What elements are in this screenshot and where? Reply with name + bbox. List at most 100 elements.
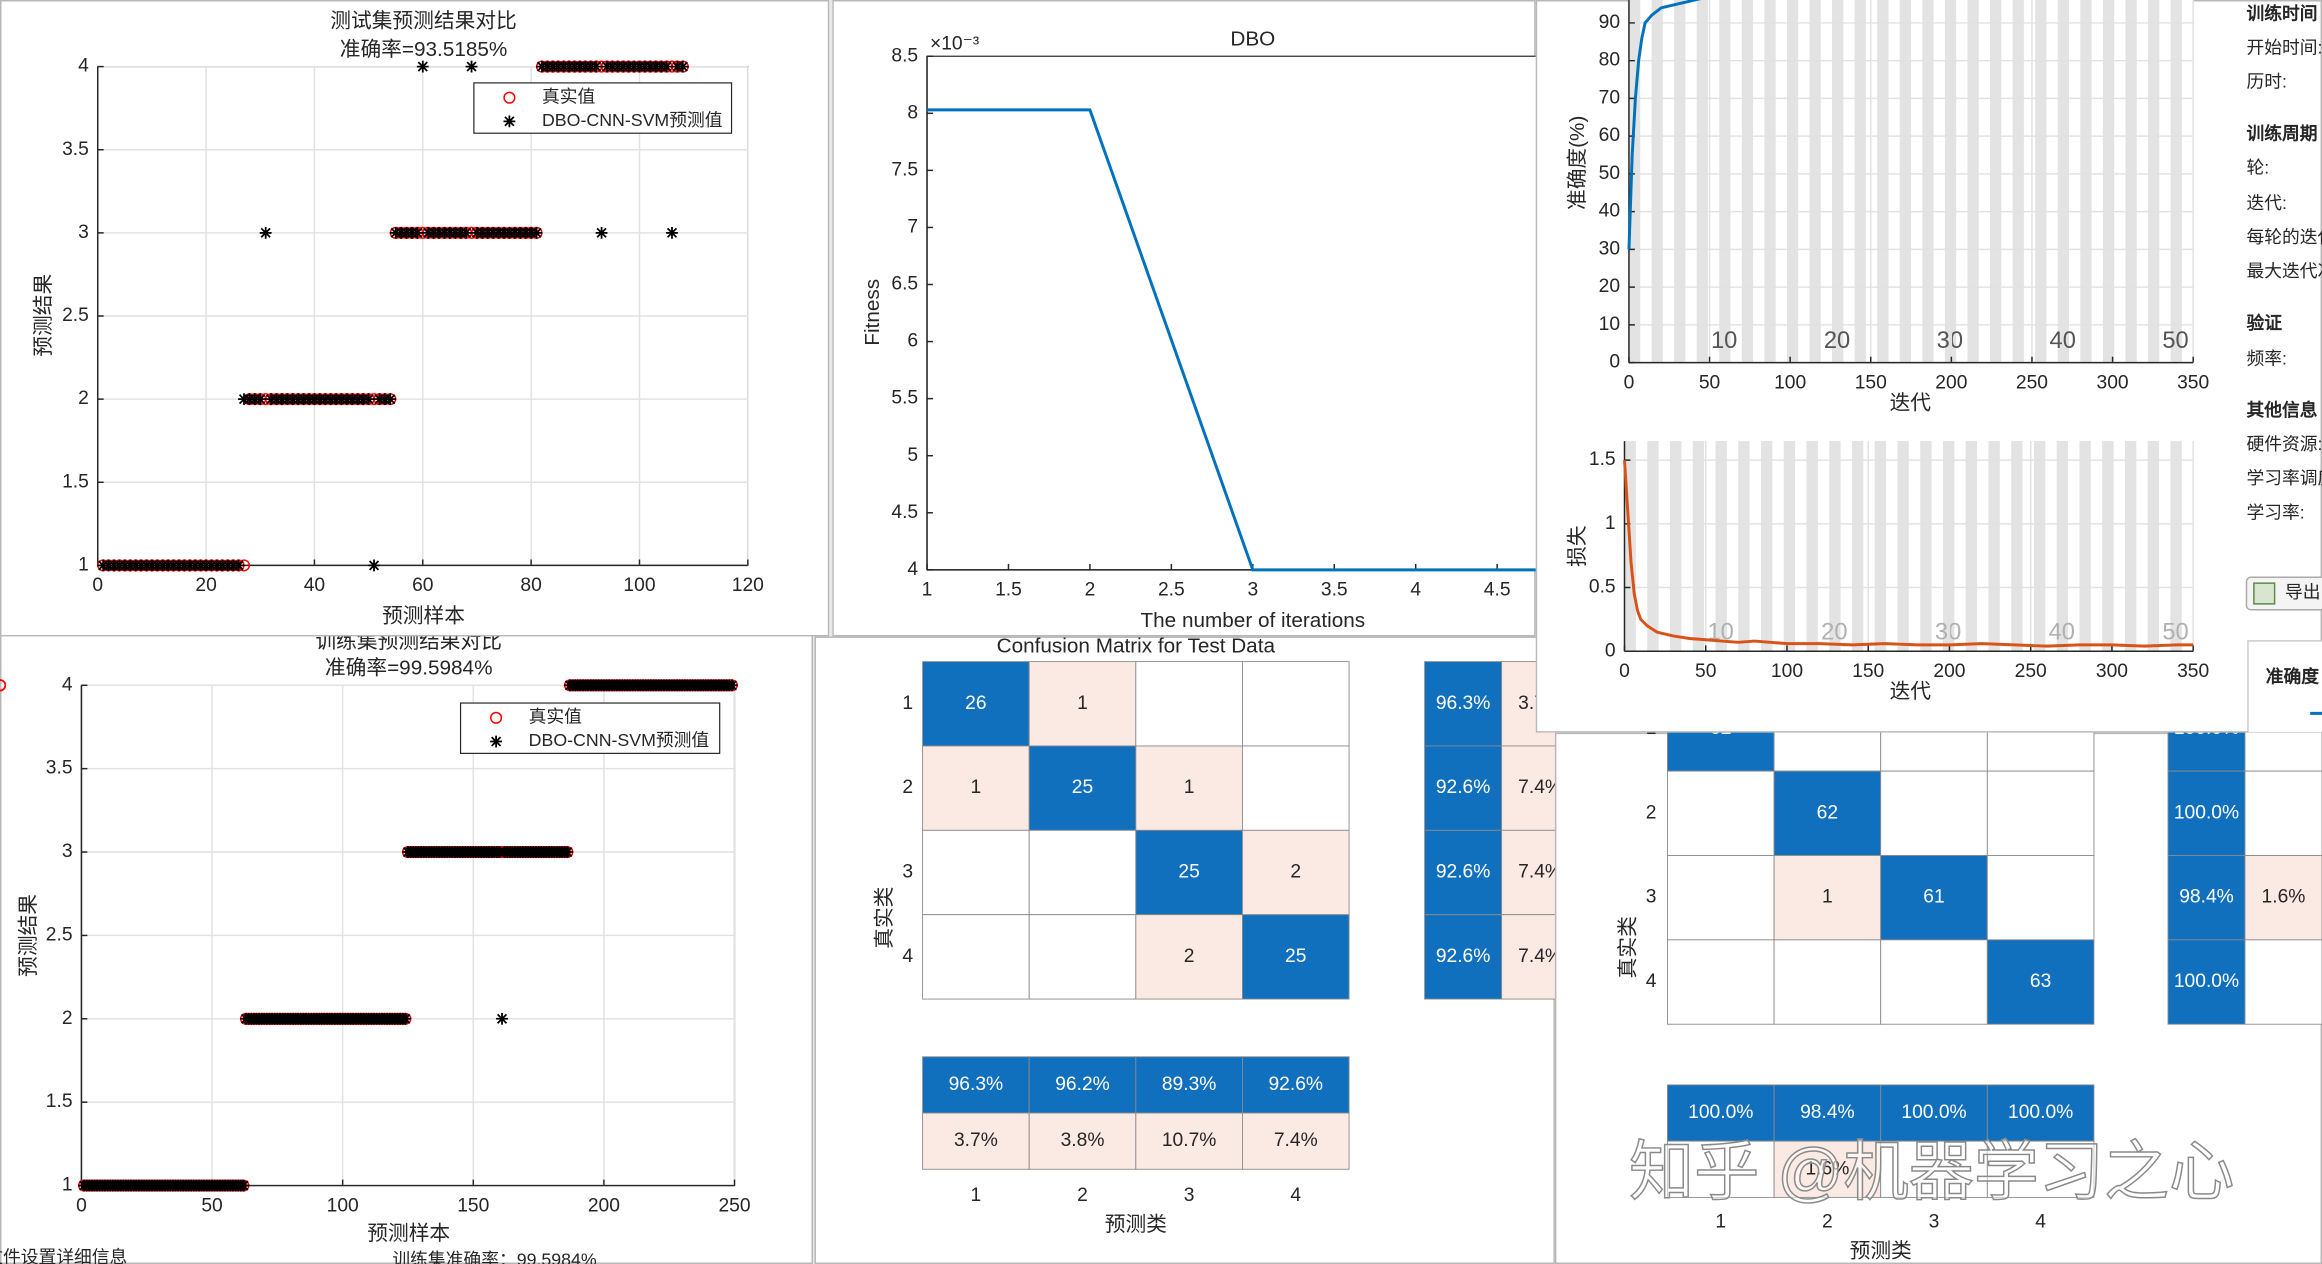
x-tick-label: 40 — [304, 575, 325, 596]
matrix-cell — [1242, 1056, 1350, 1114]
y-axis-label: 真实类 — [873, 887, 896, 949]
epoch-band — [1899, 0, 1912, 363]
epoch-band — [1670, 441, 1682, 652]
matrix-cell — [1880, 770, 1988, 856]
epoch-band — [2056, 441, 2069, 652]
cell-label: 96.3% — [1436, 693, 1491, 714]
matrix-cell — [1424, 914, 1503, 1000]
cell-label: 1 — [1822, 887, 1833, 908]
matrix-cell — [1028, 1056, 1137, 1114]
cell-label: 2 — [1184, 946, 1195, 967]
cell-label: 61 — [1923, 887, 1944, 908]
x-tick-label: 0 — [92, 575, 103, 596]
matrix-cell — [2167, 939, 2246, 1025]
matrix-cell — [922, 745, 1030, 831]
epoch-band — [2124, 441, 2137, 652]
x-tick-label: 20 — [195, 575, 216, 596]
matrix-cell — [922, 829, 1030, 916]
cell-label: 92.6% — [1436, 946, 1491, 967]
cell-label: 63 — [2030, 971, 2051, 992]
cell-label: 62 — [1817, 802, 1838, 823]
x-tick-label: 200 — [1933, 661, 1965, 682]
y-tick-label: 7 — [907, 217, 918, 238]
x-tick-label: 100 — [623, 575, 655, 596]
sidebar-label: 最大迭代次数: — [2246, 261, 2322, 281]
matrix-cell — [1501, 829, 1555, 916]
y-tick-label: 80 — [1599, 50, 1620, 71]
circle-marker — [0, 679, 7, 692]
y-exponent: ×10⁻³ — [930, 33, 980, 54]
epoch-band — [1990, 0, 2002, 363]
y-tick-label: 1 — [78, 554, 89, 575]
star-marker — [232, 559, 245, 572]
epoch-band — [1922, 0, 1934, 363]
y-tick-label: 10 — [1599, 314, 1620, 335]
sidebar-label: 迭代: — [2246, 193, 2286, 213]
epoch-band — [1760, 441, 1773, 652]
x-tick-label: 250 — [2016, 372, 2048, 393]
y-tick-label: 8.5 — [891, 45, 918, 66]
y-tick-label: 0 — [1605, 640, 1616, 661]
x-tick-label: 2.5 — [1158, 580, 1185, 601]
cell-label: 7.4% — [1518, 862, 1562, 883]
legend-marker — [490, 711, 503, 724]
epoch-band — [1967, 0, 1979, 363]
matrix-cell — [1242, 745, 1350, 831]
status-text: 训练集准确率：99.5984% — [392, 1250, 596, 1264]
epoch-band — [2012, 0, 2024, 363]
y-tick-label: 2 — [1646, 802, 1657, 823]
matrix-cell — [922, 661, 1030, 747]
cell-label: 100.0% — [2174, 802, 2239, 823]
x-tick-label: 80 — [520, 575, 541, 596]
x-tick-label: 4 — [1290, 1185, 1301, 1206]
y-tick-label: 70 — [1599, 88, 1620, 109]
y-tick-label: 1 — [1646, 718, 1657, 739]
y-tick-label: 2 — [78, 388, 89, 409]
star-marker — [561, 846, 574, 858]
cell-label: 100.0% — [2008, 1102, 2073, 1123]
y-axis-label: 预测结果 — [17, 894, 40, 977]
matrix-cell — [1242, 1112, 1350, 1170]
epoch-band — [1965, 441, 1978, 652]
chart-subtitle: 准确率=99.5984% — [325, 656, 493, 679]
epoch-band — [1647, 441, 1659, 652]
x-tick-label: 3 — [1247, 580, 1258, 601]
line-series — [1627, 0, 1702, 250]
y-tick-label: 2.5 — [62, 305, 89, 326]
epoch-band — [2035, 0, 2047, 363]
cell-label: 92.6% — [1436, 777, 1491, 798]
y-axis-label: 准确度(%) — [1566, 116, 1589, 210]
y-tick-label: 0 — [1609, 352, 1620, 373]
epoch-band — [1764, 0, 1776, 363]
cell-label: 100.0% — [2174, 971, 2239, 992]
tab[interactable] — [2247, 640, 2322, 733]
sidebar-label: 频率: — [2246, 348, 2286, 368]
epoch-band — [1628, 0, 1641, 363]
legend-label: DBO-CNN-SVM预测值 — [529, 730, 710, 750]
x-tick-label: 250 — [2015, 661, 2047, 682]
x-tick-label: 50 — [1699, 372, 1720, 393]
epoch-band — [1696, 0, 1708, 363]
y-tick-label: 40 — [1599, 201, 1620, 222]
epoch-band — [1942, 441, 1955, 652]
training-progress-window: 10 20 30 40 500 50 100 150 200 250 300 350010203040… — [1535, 0, 2322, 733]
x-tick-label: 2 — [1085, 580, 1096, 601]
star-marker — [399, 1012, 412, 1025]
x-axis-label: The number of iterations — [1140, 609, 1365, 632]
matrix-cell — [1501, 745, 1555, 831]
matrix-cell — [2244, 855, 2322, 941]
matrix-cell — [1773, 939, 1882, 1025]
star-marker — [590, 60, 603, 73]
x-tick-label: 0 — [1619, 661, 1630, 682]
y-tick-label: 3 — [902, 862, 913, 883]
y-tick-label: 4 — [78, 56, 89, 77]
cell-label: 96.2% — [1055, 1074, 1110, 1095]
epoch-band — [1719, 0, 1731, 363]
epoch-label: 30 — [1935, 620, 1961, 646]
epoch-band — [2033, 441, 2046, 652]
matrix-cell — [1986, 855, 2095, 941]
x-tick-label: 150 — [1855, 372, 1887, 393]
legend-label: DBO-CNN-SVM预测值 — [542, 110, 723, 130]
y-tick-label: 3 — [1646, 887, 1657, 908]
epoch-band — [2148, 0, 2160, 363]
